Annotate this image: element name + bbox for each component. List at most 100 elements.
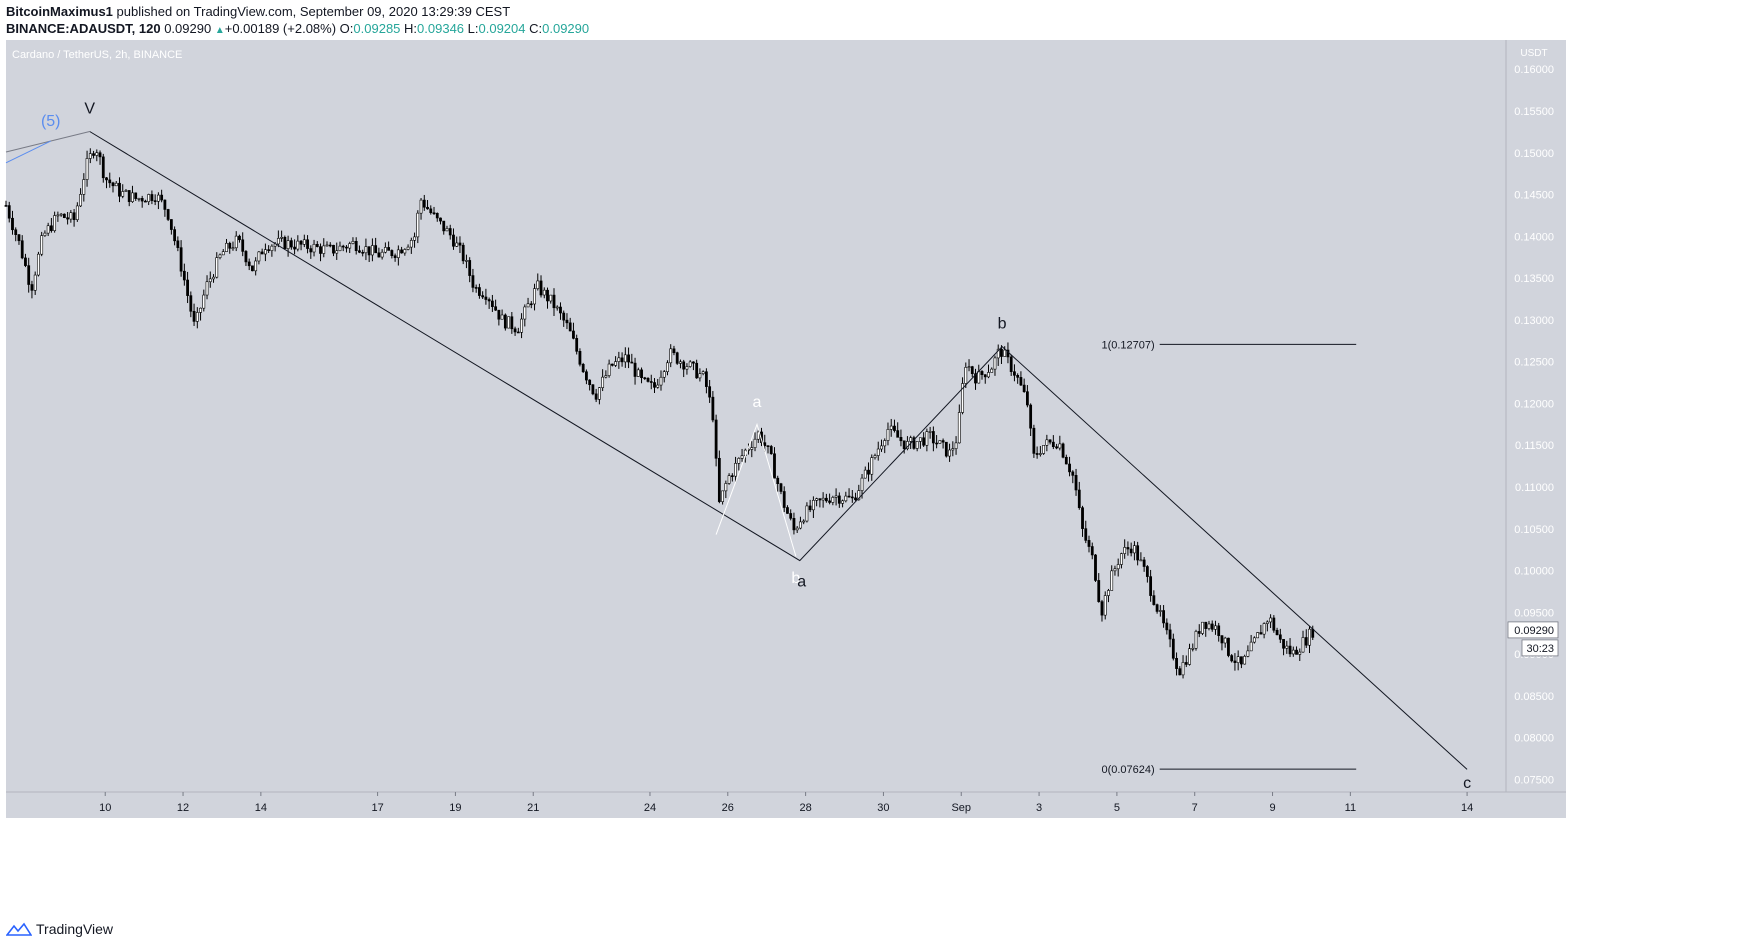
candle-body [957, 412, 961, 444]
candle-body [27, 265, 31, 285]
candle [1265, 620, 1269, 632]
candle-body [403, 249, 407, 254]
candle [348, 241, 352, 254]
candle [461, 242, 465, 265]
candle [682, 359, 686, 378]
candle-body [124, 190, 128, 192]
candle [610, 363, 614, 367]
candle-body [322, 245, 326, 254]
candle-body [163, 199, 167, 210]
candle-body [299, 240, 303, 245]
candle [481, 291, 485, 299]
candle-body [1013, 371, 1016, 376]
tradingview-logo[interactable]: TradingView [6, 921, 113, 937]
candle [591, 384, 595, 396]
candle [1087, 535, 1091, 553]
candle-body [92, 153, 95, 156]
candle [786, 505, 789, 514]
candle-body [987, 372, 990, 378]
candle [883, 438, 887, 454]
candle [507, 316, 510, 329]
candle [656, 378, 660, 389]
candle-body [309, 248, 313, 253]
candle [568, 317, 572, 332]
candle-body [186, 279, 189, 296]
candle-body [111, 182, 115, 187]
publisher-name[interactable]: BitcoinMaximus1 [6, 4, 113, 19]
candle-body [824, 497, 828, 502]
candle-body [977, 371, 981, 384]
candle [1038, 446, 1042, 457]
candle-body [1272, 617, 1276, 631]
candle-body [834, 495, 838, 498]
candle-body [1227, 637, 1230, 656]
x-tick-label: 7 [1192, 802, 1198, 814]
candle-body [88, 153, 92, 159]
candle [1240, 656, 1243, 669]
x-tick-label: 14 [255, 802, 267, 814]
candle-body [1107, 590, 1110, 596]
candle-body [539, 280, 543, 296]
candle-body [1077, 489, 1081, 508]
candle [92, 150, 95, 159]
candle-body [419, 199, 423, 214]
candle [82, 173, 86, 202]
currency-label: USDT [1520, 48, 1547, 59]
candle-body [533, 288, 536, 305]
candle-body [1026, 391, 1029, 406]
plot-area[interactable] [6, 40, 1506, 792]
candle [49, 218, 53, 233]
candle-body [730, 475, 734, 477]
candle [1278, 628, 1282, 644]
candle [737, 457, 741, 471]
candle-body [1181, 662, 1185, 676]
candle [43, 230, 47, 237]
candle-body [763, 442, 767, 446]
candle [422, 194, 426, 211]
open-label: O: [339, 21, 354, 36]
candle [1000, 345, 1003, 365]
x-tick-label: 11 [1345, 802, 1356, 814]
candle [490, 294, 494, 312]
candle-body [465, 260, 468, 262]
candle-body [432, 212, 436, 215]
candle [497, 309, 501, 326]
candle [465, 254, 468, 269]
candle [695, 359, 699, 379]
candle [863, 466, 867, 479]
candle [1009, 354, 1013, 376]
price-axis[interactable] [1506, 40, 1566, 792]
candle-body [1009, 356, 1013, 372]
wave-label: b [998, 315, 1007, 332]
candle-body [711, 396, 715, 421]
candle-body [967, 366, 971, 368]
y-tick-label: 0.09500 [1514, 607, 1554, 619]
candle-body [205, 281, 209, 296]
candle-body [17, 234, 21, 242]
candle-body [993, 357, 997, 370]
fib-group: 1(0.12707) 0(0.07624) [1101, 339, 1357, 776]
candle [1259, 624, 1263, 635]
candle-body [581, 363, 585, 373]
candle-body [724, 483, 728, 492]
candle-body [575, 338, 579, 352]
candle-body [951, 448, 955, 451]
candle [458, 236, 462, 253]
candle [212, 274, 215, 283]
candle [753, 432, 757, 452]
candle [555, 305, 559, 311]
candle-body [1110, 570, 1114, 591]
candle-body [617, 357, 621, 362]
last-price: 0.09290 [164, 21, 212, 36]
time-axis[interactable] [6, 792, 1566, 818]
candle [909, 435, 913, 449]
candle-body [925, 431, 929, 446]
candle-body [1061, 443, 1065, 458]
candle [773, 447, 776, 479]
candle-body [238, 235, 241, 241]
candle-body [383, 247, 387, 253]
candle-body [627, 354, 630, 363]
candle [893, 419, 896, 433]
